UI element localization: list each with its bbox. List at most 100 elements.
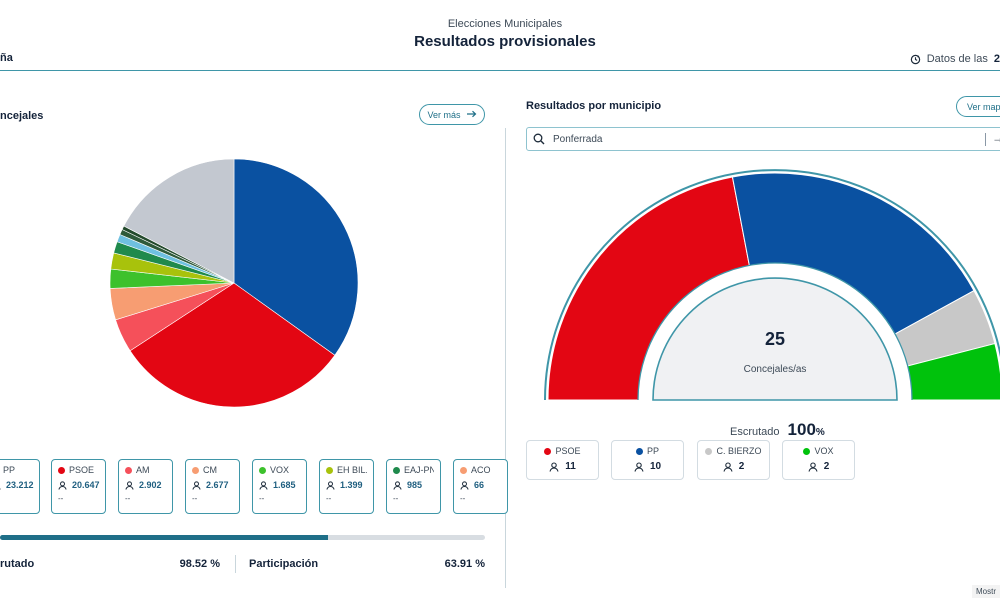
party-card-am[interactable]: AM 2.902 -- bbox=[118, 459, 173, 514]
seats-total: 25 bbox=[765, 329, 785, 349]
party-color-dot bbox=[544, 447, 552, 455]
escrutinio-progress-fill bbox=[0, 535, 329, 540]
region-label: ña bbox=[0, 52, 13, 64]
party-seats-placeholder: -- bbox=[192, 494, 198, 503]
party-color-dot bbox=[803, 447, 811, 455]
municipio-escrutado-unit: % bbox=[815, 427, 825, 438]
ver-mapa-label: Ver mapa bbox=[967, 101, 1000, 112]
right-section-title: Resultados por municipio bbox=[526, 100, 662, 112]
search-icon bbox=[533, 133, 545, 145]
data-time: Datos de las 2 bbox=[910, 53, 1000, 65]
party-votes: 66 bbox=[460, 480, 501, 490]
user-icon bbox=[58, 480, 67, 490]
pie-slice-pp bbox=[233, 158, 359, 356]
ver-mas-button[interactable]: Ver más bbox=[419, 104, 485, 125]
municipio-escrutado-value: 100 bbox=[787, 420, 816, 439]
participacion-value: 63.91 % bbox=[444, 558, 485, 570]
party-seats-placeholder: -- bbox=[259, 494, 265, 503]
search-go-arrow-icon[interactable]: → bbox=[992, 131, 1000, 145]
data-time-value: 2 bbox=[993, 53, 1000, 65]
hemicycle-outer-ring bbox=[544, 169, 1000, 401]
seat-card-pp[interactable]: PP 10 bbox=[611, 440, 684, 480]
party-color-dot bbox=[58, 466, 65, 474]
search-separator bbox=[985, 133, 986, 146]
party-card-cm[interactable]: CM 2.677 -- bbox=[185, 459, 240, 514]
user-icon bbox=[259, 480, 268, 490]
seat-count: 10 bbox=[612, 461, 683, 472]
party-color-dot bbox=[635, 447, 643, 455]
user-icon bbox=[125, 480, 134, 490]
page-title: Resultados provisionales bbox=[414, 33, 596, 50]
search-input[interactable] bbox=[551, 132, 975, 146]
left-section-title: ncejales bbox=[0, 110, 44, 122]
refresh-clock-icon[interactable] bbox=[910, 54, 921, 65]
seat-party-name: PSOE bbox=[527, 446, 598, 456]
user-icon bbox=[326, 480, 335, 490]
party-card-vox[interactable]: VOX 1.685 -- bbox=[252, 459, 307, 514]
seat-card-vox[interactable]: VOX 2 bbox=[782, 440, 855, 480]
party-name: AM bbox=[125, 465, 166, 475]
party-votes: 20.647 bbox=[58, 480, 100, 490]
seat-count: 2 bbox=[698, 461, 769, 472]
mostrar-button[interactable]: Mostr bbox=[972, 585, 1000, 598]
party-name: EAJ-PNV bbox=[393, 465, 434, 475]
escrutado-value: 98.52 % bbox=[179, 558, 220, 570]
party-seats-placeholder: -- bbox=[0, 494, 33, 503]
municipality-search[interactable]: → bbox=[526, 127, 1000, 151]
party-card-pp[interactable]: PP 23.212 -- bbox=[0, 459, 40, 514]
stat-separator bbox=[235, 555, 236, 573]
party-card-eaj-pnv[interactable]: EAJ-PNV 985 -- bbox=[386, 459, 441, 514]
party-color-dot bbox=[705, 447, 713, 455]
ver-mapa-button[interactable]: Ver mapa bbox=[956, 96, 1000, 117]
municipio-escrutado-label: Escrutado bbox=[730, 426, 780, 438]
user-icon bbox=[393, 480, 402, 490]
hemicycle-gap bbox=[638, 263, 912, 400]
party-color-dot bbox=[125, 466, 132, 474]
party-seats-placeholder: -- bbox=[125, 494, 131, 503]
user-icon bbox=[0, 481, 1, 490]
seat-card-c-bierzo[interactable]: C. BIERZO 2 bbox=[697, 440, 770, 480]
party-color-dot bbox=[460, 466, 467, 474]
hemicycle-inner-ring bbox=[637, 262, 913, 401]
party-votes: 2.902 bbox=[125, 480, 166, 490]
election-subtitle: Elecciones Municipales bbox=[447, 18, 563, 30]
pie-slice-psoe bbox=[129, 282, 336, 408]
user-icon bbox=[808, 461, 818, 472]
seat-count: 11 bbox=[527, 461, 598, 472]
hemicycle-center bbox=[652, 277, 898, 401]
party-name: VOX bbox=[259, 465, 300, 475]
pie-slice-other-10 bbox=[123, 158, 235, 284]
escrutinio-progress-bar bbox=[0, 535, 485, 540]
party-seats-placeholder: -- bbox=[326, 494, 332, 503]
seat-party-name: VOX bbox=[783, 446, 854, 456]
party-votes: 1.399 bbox=[326, 480, 367, 490]
party-votes: 23.212 bbox=[0, 480, 34, 490]
user-icon bbox=[634, 461, 644, 472]
user-icon bbox=[723, 461, 733, 472]
seat-card-psoe[interactable]: PSOE 11 bbox=[526, 440, 599, 480]
seats-label: Concejales/as bbox=[744, 364, 807, 375]
party-votes: 985 bbox=[393, 480, 434, 490]
party-card-eh-bil[interactable]: EH BIL... 1.399 -- bbox=[319, 459, 374, 514]
party-color-dot bbox=[326, 466, 333, 474]
party-name: ACO bbox=[460, 465, 501, 475]
panel-divider bbox=[505, 128, 506, 588]
votes-pie-chart bbox=[109, 158, 359, 408]
party-card-psoe[interactable]: PSOE 20.647 -- bbox=[51, 459, 106, 514]
party-name: PSOE bbox=[58, 465, 99, 475]
seat-party-name: PP bbox=[612, 446, 683, 456]
seat-count: 2 bbox=[783, 461, 854, 472]
party-color-dot bbox=[192, 466, 199, 474]
ver-mas-label: Ver más bbox=[427, 109, 461, 120]
seats-hemicycle-chart: 25 Concejales/as bbox=[544, 169, 1000, 401]
seat-party-name: C. BIERZO bbox=[698, 446, 769, 456]
party-seats-placeholder: -- bbox=[393, 494, 399, 503]
party-card-aco[interactable]: ACO 66 -- bbox=[453, 459, 508, 514]
party-votes: 2.677 bbox=[192, 480, 233, 490]
party-votes: 1.685 bbox=[259, 480, 300, 490]
municipio-escrutado: Escrutado 100% bbox=[730, 420, 825, 440]
party-color-dot bbox=[259, 466, 266, 474]
data-time-label: Datos de las bbox=[926, 53, 988, 65]
participacion-label: Participación bbox=[249, 558, 319, 570]
escrutado-label: rutado bbox=[0, 558, 35, 570]
